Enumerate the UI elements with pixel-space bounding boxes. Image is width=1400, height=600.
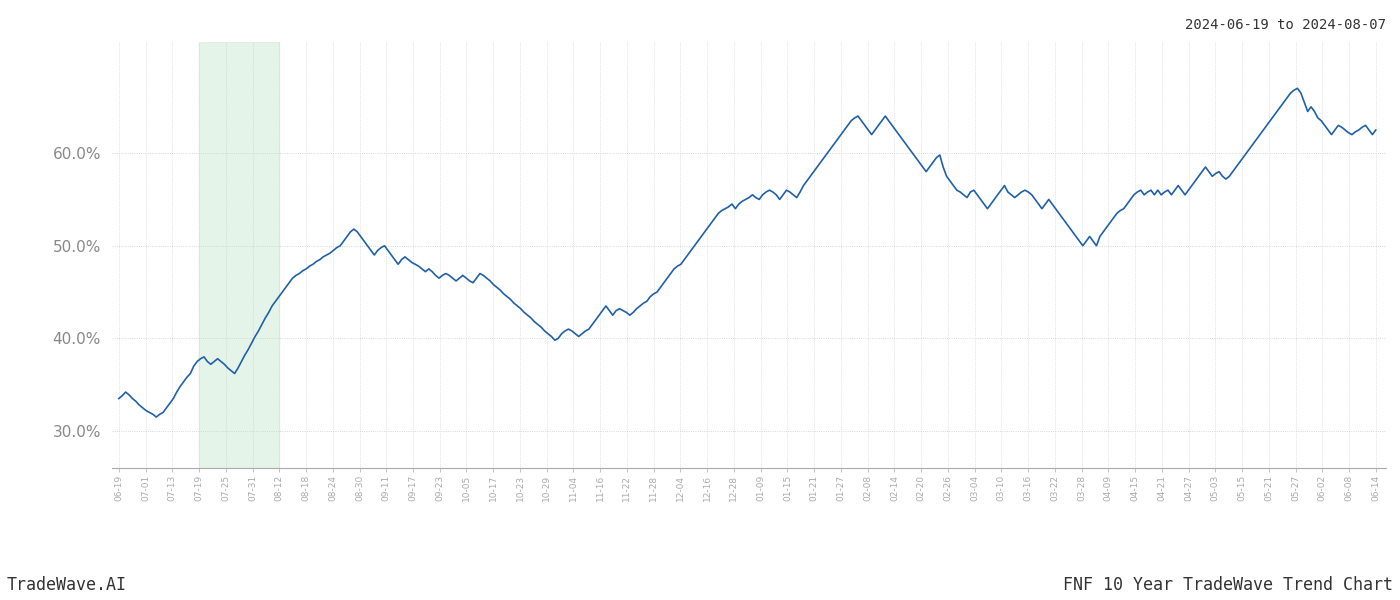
Text: FNF 10 Year TradeWave Trend Chart: FNF 10 Year TradeWave Trend Chart (1063, 576, 1393, 594)
Bar (199, 42, 279, 468)
Text: TradeWave.AI: TradeWave.AI (7, 576, 127, 594)
Text: 2024-06-19 to 2024-08-07: 2024-06-19 to 2024-08-07 (1184, 18, 1386, 32)
